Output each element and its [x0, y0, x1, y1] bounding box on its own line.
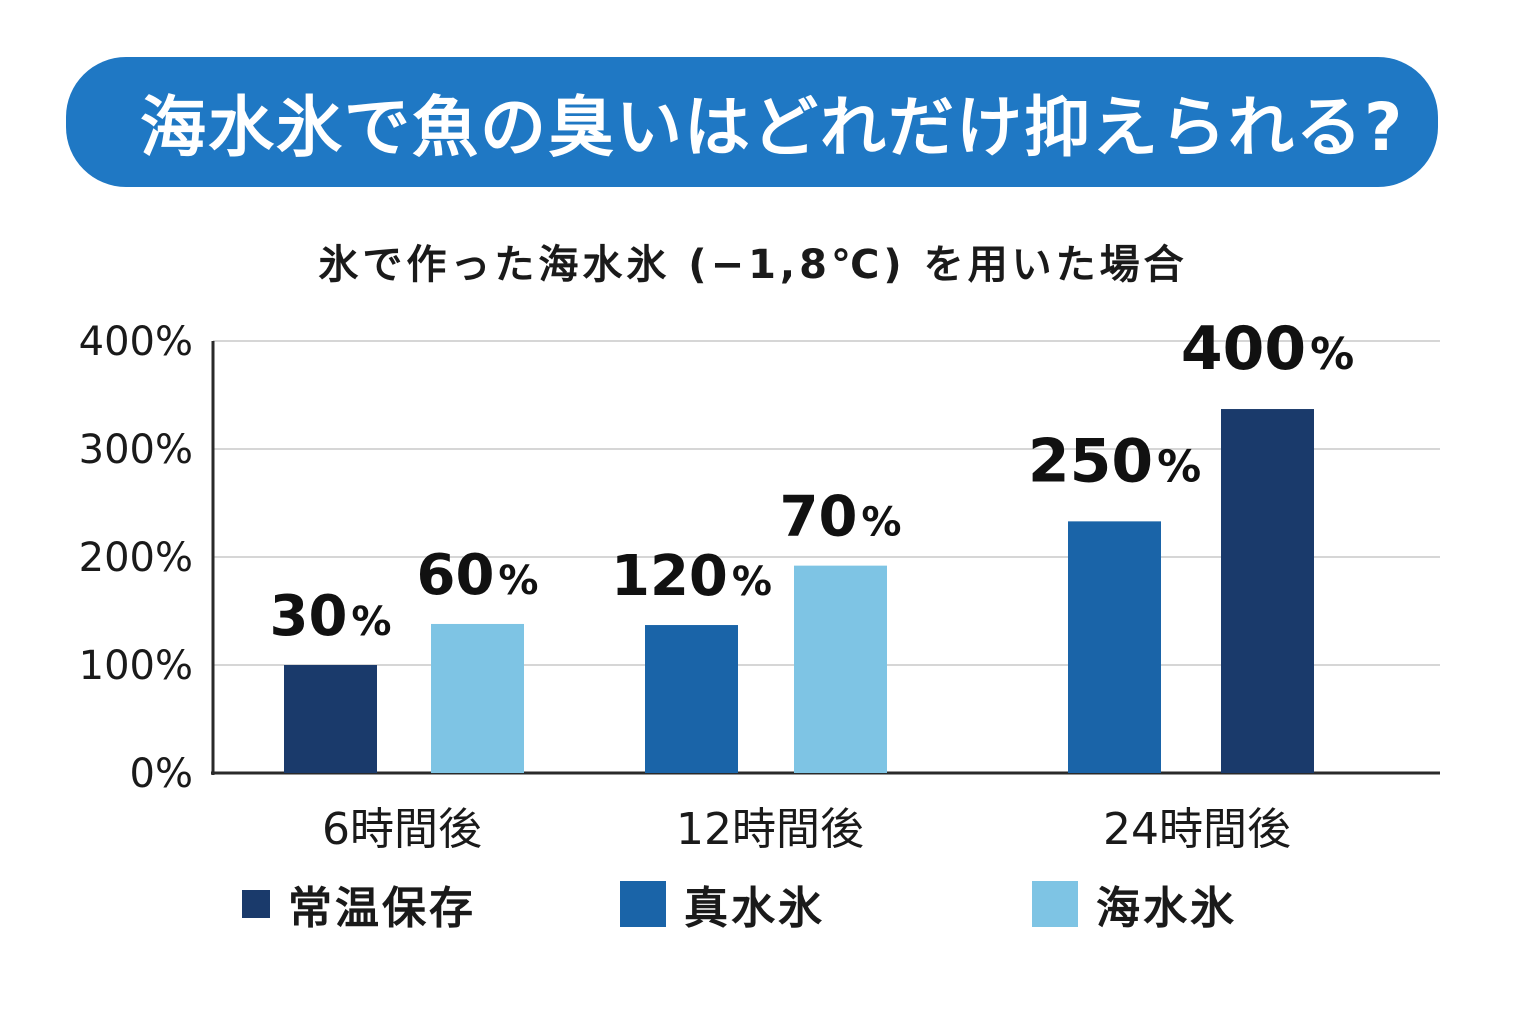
legend-label-freshwater-ice: 真水氷	[684, 883, 825, 934]
y-tick-label: 400%	[79, 319, 193, 365]
legend-item-seawater-ice: 海水氷	[1032, 872, 1237, 936]
legend-swatch-freshwater-ice	[620, 881, 666, 927]
legend-item-ambient: 常温保存	[242, 872, 476, 936]
legend: 常温保存 真水氷 海水氷	[0, 872, 1536, 936]
data-label: 250%	[1028, 426, 1201, 496]
y-tick-label: 200%	[79, 535, 193, 581]
x-category-label: 12時間後	[676, 804, 864, 855]
legend-swatch-seawater-ice	[1032, 881, 1078, 927]
legend-label-seawater-ice: 海水氷	[1096, 883, 1237, 934]
legend-item-freshwater-ice: 真水氷	[620, 872, 825, 936]
data-label: 70%	[779, 485, 901, 550]
chart-title: 海水氷で魚の臭いはどれだけ抑えられる?	[140, 89, 1405, 166]
bar	[1221, 409, 1314, 773]
title-banner: 海水氷で魚の臭いはどれだけ抑えられる?	[66, 57, 1438, 187]
x-category-label: 6時間後	[322, 804, 482, 855]
data-label: 60%	[416, 543, 538, 608]
bar	[431, 623, 524, 773]
bar	[645, 625, 738, 773]
y-tick-label: 300%	[79, 427, 193, 473]
bar	[284, 665, 377, 773]
chart-subtitle: 氷で作った海水氷 (−1,8℃) を用いた場合	[318, 242, 1188, 288]
data-label: 400%	[1181, 314, 1354, 384]
bar	[794, 565, 887, 773]
legend-swatch-ambient	[242, 890, 270, 918]
legend-label-ambient: 常温保存	[288, 883, 476, 934]
bar	[1068, 521, 1161, 773]
x-category-label: 24時間後	[1103, 804, 1291, 855]
y-tick-label: 100%	[79, 643, 193, 689]
data-label: 30%	[269, 584, 391, 649]
data-label: 120%	[611, 544, 772, 609]
y-tick-label: 0%	[130, 751, 193, 797]
